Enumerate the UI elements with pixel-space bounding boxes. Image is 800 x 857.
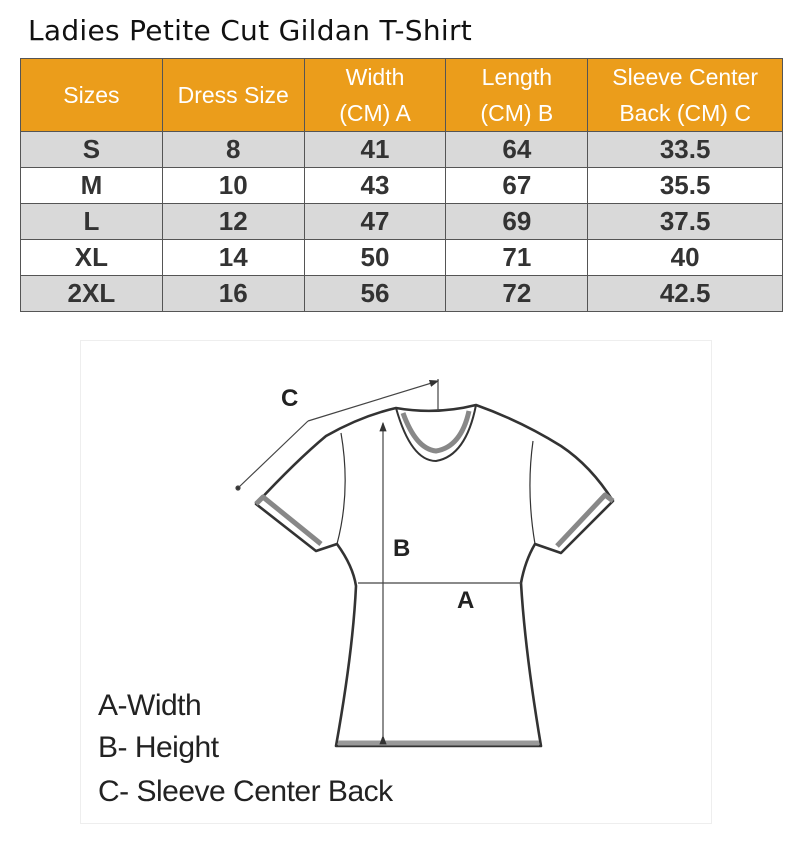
legend-width: A-Width [98, 689, 202, 722]
table-cell: 67 [445, 167, 589, 204]
header-width: Width (CM) A [303, 58, 447, 132]
table-cell: 41 [303, 131, 447, 168]
table-row: M 10 43 67 35.5 [20, 167, 783, 204]
table-cell: 69 [445, 203, 589, 240]
header-text: (CM) A [339, 100, 411, 126]
table-cell: 8 [161, 131, 305, 168]
table-cell: M [20, 167, 163, 204]
size-chart-table: Sizes Dress Size Width (CM) A Length (CM) … [20, 58, 783, 312]
header-sizes: Sizes [20, 58, 163, 132]
tshirt-measurement-diagram: C B A A-Width B- Height C- Sleeve Center… [80, 340, 712, 824]
header-text: Width [345, 64, 405, 90]
table-cell: 64 [445, 131, 589, 168]
header-dress-size: Dress Size [161, 58, 305, 132]
table-cell: XL [20, 239, 163, 276]
table-cell: 35.5 [587, 167, 783, 204]
table-cell: 16 [161, 275, 305, 312]
table-cell: 71 [445, 239, 589, 276]
table-cell: 2XL [20, 275, 163, 312]
table-cell: 14 [161, 239, 305, 276]
table-row: S 8 41 64 33.5 [20, 131, 783, 168]
page-title: Ladies Petite Cut Gildan T-Shirt [28, 14, 473, 47]
tshirt-outline [254, 403, 615, 748]
table-cell: 50 [303, 239, 447, 276]
table-cell: 47 [303, 203, 447, 240]
label-a: A [457, 587, 475, 614]
table-cell: S [20, 131, 163, 168]
sleeve-arrow-b [307, 380, 440, 422]
table-cell: 37.5 [587, 203, 783, 240]
header-length: Length (CM) B [445, 58, 589, 132]
sleeve-start-dot [235, 485, 241, 491]
header-text: (CM) B [480, 100, 554, 126]
tshirt-illustration [235, 379, 615, 748]
table-cell: 56 [303, 275, 447, 312]
table-cell: 42.5 [587, 275, 783, 312]
table-row: L 12 47 69 37.5 [20, 203, 783, 240]
header-text: Sleeve Center [612, 64, 758, 90]
header-text: Back (CM) C [619, 100, 751, 126]
header-text: Dress Size [177, 82, 289, 108]
header-text: Length [481, 64, 553, 90]
table-cell: 43 [303, 167, 447, 204]
table-cell: 10 [161, 167, 305, 204]
label-c: C [281, 385, 299, 412]
legend-sleeve: C- Sleeve Center Back [98, 775, 393, 808]
legend-height: B- Height [98, 731, 219, 764]
table-row: 2XL 16 56 72 42.5 [20, 275, 783, 312]
table-cell: 72 [445, 275, 589, 312]
label-b: B [393, 535, 411, 562]
table-row: XL 14 50 71 40 [20, 239, 783, 276]
header-sleeve: Sleeve Center Back (CM) C [587, 58, 783, 132]
table-header-row: Sizes Dress Size Width (CM) A Length (CM) … [20, 58, 783, 132]
header-text: Sizes [63, 82, 120, 108]
sleeve-arrow-a [237, 420, 309, 489]
table-cell: 40 [587, 239, 783, 276]
table-cell: L [20, 203, 163, 240]
table-cell: 33.5 [587, 131, 783, 168]
measurement-lines [235, 379, 521, 745]
table-cell: 12 [161, 203, 305, 240]
